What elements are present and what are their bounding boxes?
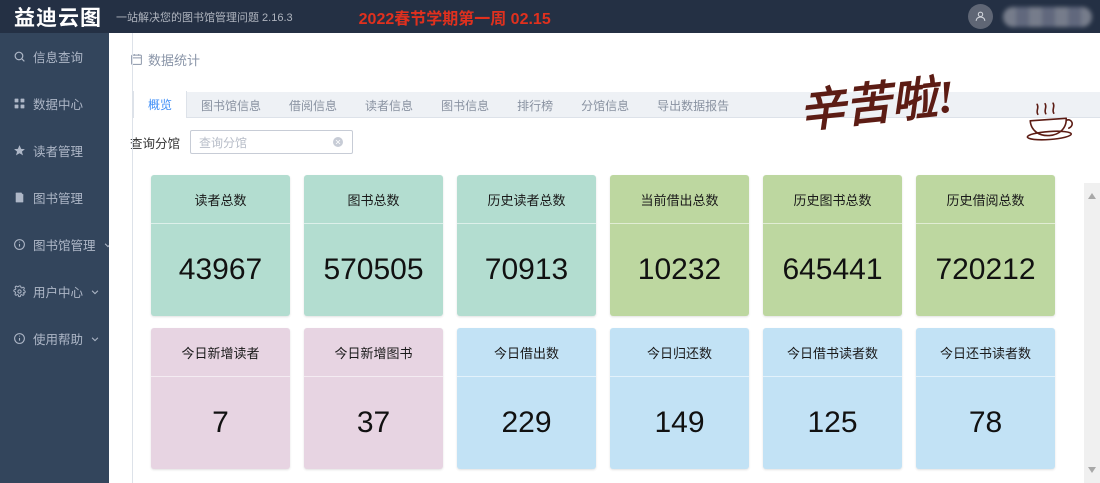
svg-text:辛苦啦!: 辛苦啦!: [799, 70, 957, 137]
